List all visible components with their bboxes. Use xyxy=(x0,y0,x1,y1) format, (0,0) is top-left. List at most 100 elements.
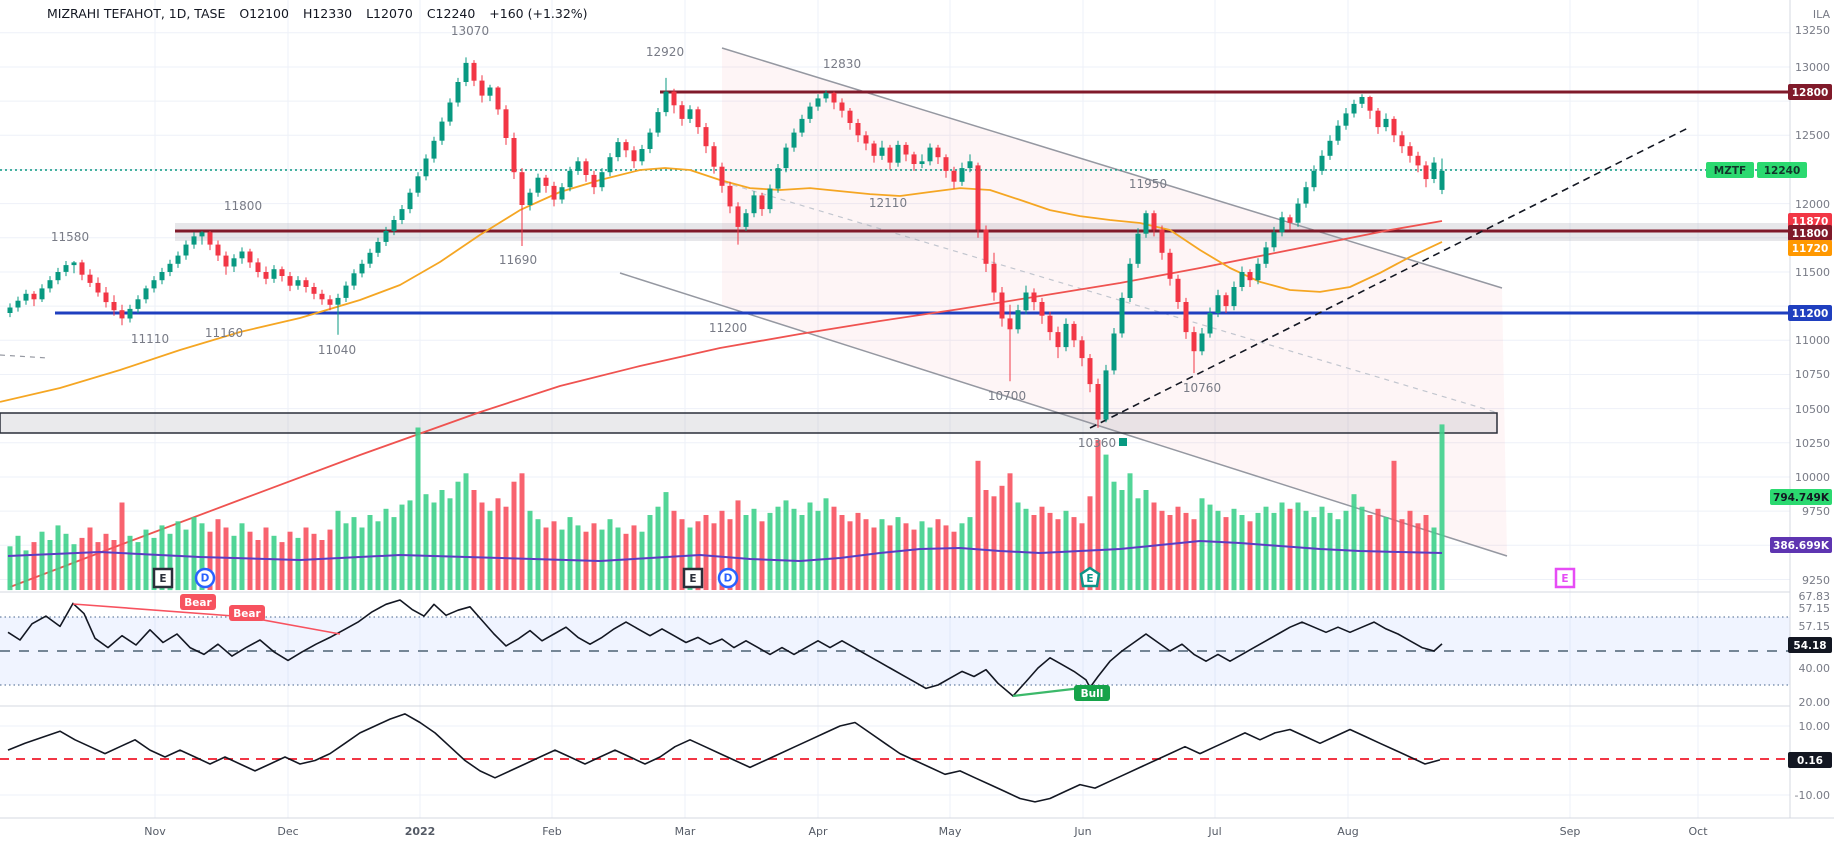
candle-body xyxy=(1255,263,1261,281)
ascending-dashed-trendline[interactable] xyxy=(1089,127,1689,429)
event-marker-e[interactable]: E xyxy=(1554,567,1576,589)
svg-text:67.83: 67.83 xyxy=(1799,590,1831,603)
volume-bar xyxy=(87,527,93,590)
volume-bar xyxy=(903,523,909,590)
volume-bar xyxy=(439,490,445,590)
svg-text:10750: 10750 xyxy=(1795,368,1830,381)
candle-body xyxy=(159,272,165,281)
candle-body xyxy=(215,244,221,256)
candle-body xyxy=(199,232,205,237)
candle-body xyxy=(63,265,69,272)
channel-mid-line[interactable] xyxy=(722,181,1496,413)
candle-body xyxy=(655,112,661,133)
candle-body xyxy=(375,241,381,253)
channel-top-line[interactable] xyxy=(721,47,1503,289)
volume-bar xyxy=(495,498,501,590)
volume-bar xyxy=(663,492,669,590)
volume-bar xyxy=(63,533,69,591)
event-marker-e[interactable]: E xyxy=(152,567,174,589)
pivot-labels: 13070 12920 12830 11800 11580 11690 12110 11950… xyxy=(51,24,1221,450)
candle-body xyxy=(439,121,445,141)
candle-body xyxy=(551,185,557,200)
chart-legend[interactable]: MIZRAHI TEFAHOT, 1D, TASE O12100 H12330 … xyxy=(47,6,598,21)
candle-body xyxy=(1199,333,1205,352)
volume-bar xyxy=(1039,506,1045,590)
svg-text:12500: 12500 xyxy=(1795,129,1830,142)
candle-body xyxy=(119,310,125,319)
volume-bar xyxy=(503,506,509,590)
volume-bar xyxy=(39,531,45,590)
oscillator-line[interactable] xyxy=(7,713,1441,803)
volume-bar xyxy=(127,535,133,590)
candle-body xyxy=(615,142,621,158)
event-marker-e[interactable]: E xyxy=(1079,566,1101,588)
divergence-tag-bull[interactable]: Bull xyxy=(1074,685,1110,701)
event-marker-d[interactable]: D xyxy=(717,567,739,589)
candle-body xyxy=(967,161,973,169)
volume-bar xyxy=(295,537,301,590)
candle-body xyxy=(399,209,405,220)
candle-body xyxy=(895,144,901,163)
volume-bar xyxy=(287,531,293,590)
candle-series xyxy=(7,57,1445,428)
volume-bar xyxy=(1047,512,1053,590)
time-axis[interactable] xyxy=(0,818,1834,844)
volume-bar xyxy=(255,540,261,590)
candle-body xyxy=(1047,315,1053,333)
volume-bar xyxy=(407,500,413,590)
candle-body xyxy=(663,91,669,113)
volume-bar xyxy=(183,529,189,590)
candle-body xyxy=(919,161,925,164)
candle-body xyxy=(1223,295,1229,307)
candle-body xyxy=(751,195,757,214)
candle-body xyxy=(239,251,245,259)
svg-text:12110: 12110 xyxy=(869,196,907,210)
volume-bar xyxy=(1439,424,1445,590)
svg-text:D: D xyxy=(724,573,733,585)
volume-bar xyxy=(679,519,685,590)
red-ma-line xyxy=(9,220,1443,588)
rsi-line[interactable] xyxy=(7,599,1443,697)
candle-body xyxy=(1039,302,1045,316)
symbol-title[interactable]: MIZRAHI TEFAHOT, 1D, TASE xyxy=(47,6,226,21)
divergence-tag-bear[interactable]: Bear xyxy=(229,605,265,621)
svg-text:11110: 11110 xyxy=(131,332,169,346)
volume-bar xyxy=(591,523,597,590)
volume-bar xyxy=(415,427,421,590)
candle-body xyxy=(111,302,117,311)
volume-bar xyxy=(1015,502,1021,590)
candle-body xyxy=(495,87,501,110)
event-marker-e[interactable]: E xyxy=(682,567,704,589)
volume-bar xyxy=(463,473,469,590)
volume-bar xyxy=(447,498,453,590)
candle-body xyxy=(959,168,965,182)
candle-body xyxy=(1079,340,1085,359)
volume-bar xyxy=(1303,510,1309,590)
volume-bar xyxy=(1159,510,1165,590)
candle-body xyxy=(807,106,813,119)
candle-body xyxy=(823,92,829,99)
candle-body xyxy=(599,172,605,188)
volume-bar xyxy=(135,542,141,590)
price-axis[interactable] xyxy=(1790,0,1834,844)
month-label-May: May xyxy=(939,825,962,838)
candle-body xyxy=(1295,203,1301,223)
candle-body xyxy=(279,269,285,276)
channel-zone[interactable] xyxy=(722,48,1507,556)
candle-body xyxy=(783,147,789,169)
channel-bottom-line[interactable] xyxy=(619,272,1508,557)
volume-bar xyxy=(767,512,773,590)
svg-text:11800: 11800 xyxy=(224,199,262,213)
volume-bar xyxy=(239,523,245,590)
candle-body xyxy=(847,110,853,123)
divergence-tag-bear[interactable]: Bear xyxy=(180,594,216,610)
svg-text:10250: 10250 xyxy=(1795,437,1830,450)
candle-body xyxy=(319,293,325,300)
event-marker-d[interactable]: D xyxy=(194,567,216,589)
candle-body xyxy=(1159,229,1165,253)
candle-body xyxy=(31,293,37,300)
candle-body xyxy=(511,138,517,173)
candle-body xyxy=(1007,318,1013,330)
support-zone-box[interactable] xyxy=(0,412,1498,434)
